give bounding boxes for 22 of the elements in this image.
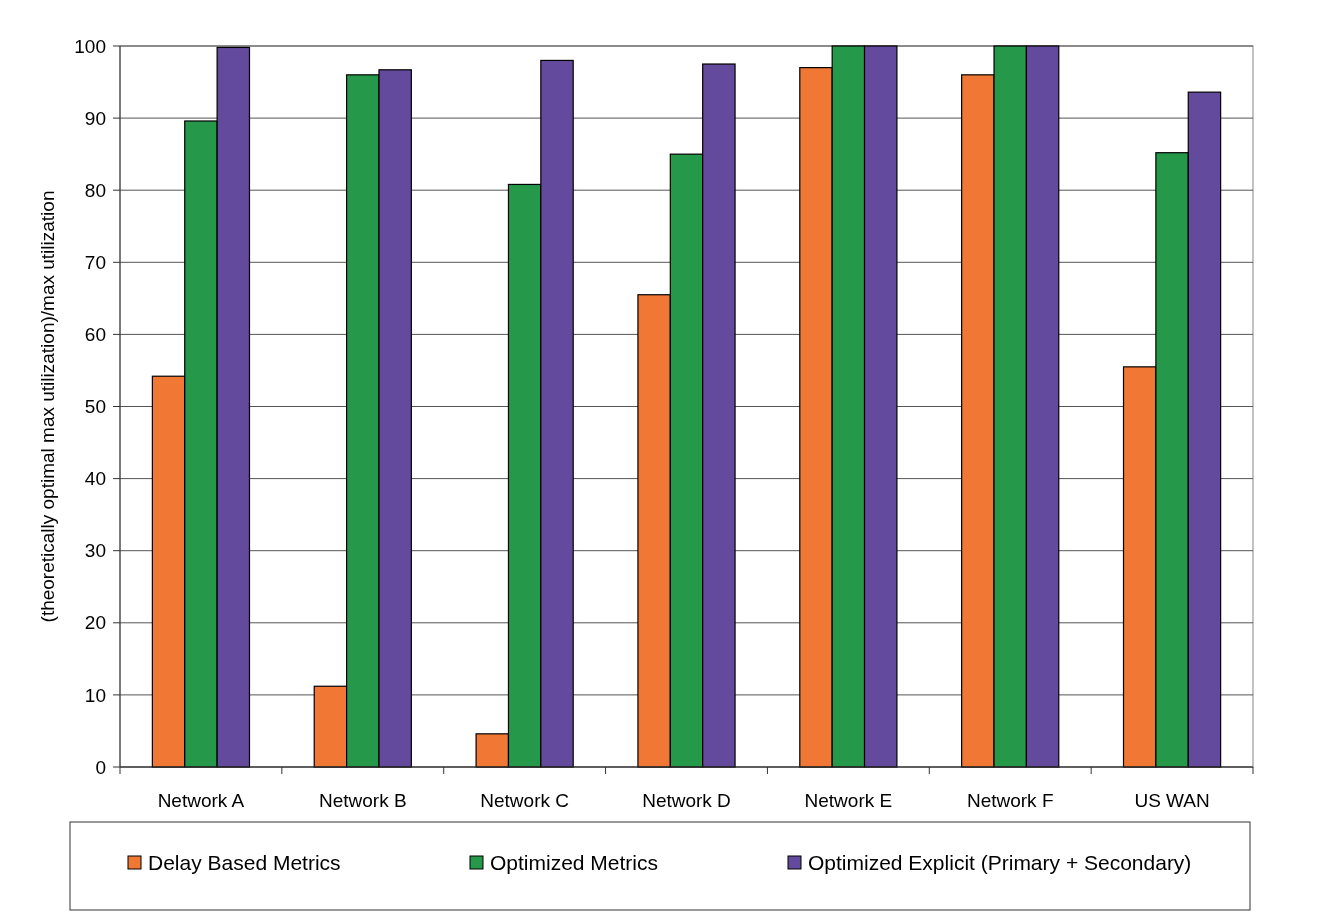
x-tick-label: Network B (318, 790, 407, 811)
y-tick-label: 90 (84, 107, 106, 129)
y-axis-title: (theoretically optimal max utilization)/max utilization (37, 190, 58, 623)
y-tick-label: 40 (84, 468, 106, 490)
x-tick-label: Network D (642, 790, 731, 811)
legend-label: Delay Based Metrics (148, 851, 341, 875)
y-tick-label: 70 (84, 251, 106, 273)
y-tick-label: 100 (74, 35, 106, 57)
legend-label: Optimized Metrics (490, 851, 659, 875)
x-tick-label: Network C (480, 790, 569, 811)
y-tick-label: 10 (84, 684, 106, 706)
x-tick-label: Network F (966, 790, 1054, 811)
y-tick-label: 50 (84, 396, 106, 418)
y-tick-label: 20 (84, 612, 106, 634)
x-tick-label: Network E (804, 790, 893, 811)
x-tick-label: Network A (157, 790, 245, 811)
y-tick-label: 30 (84, 540, 106, 562)
y-tick-label: 60 (84, 324, 106, 346)
legend-label: Optimized Explicit (Primary + Secondary) (808, 851, 1192, 875)
x-tick-label: US WAN (1134, 790, 1210, 811)
y-tick-label: 80 (84, 179, 106, 201)
y-tick-label: 0 (95, 756, 106, 778)
